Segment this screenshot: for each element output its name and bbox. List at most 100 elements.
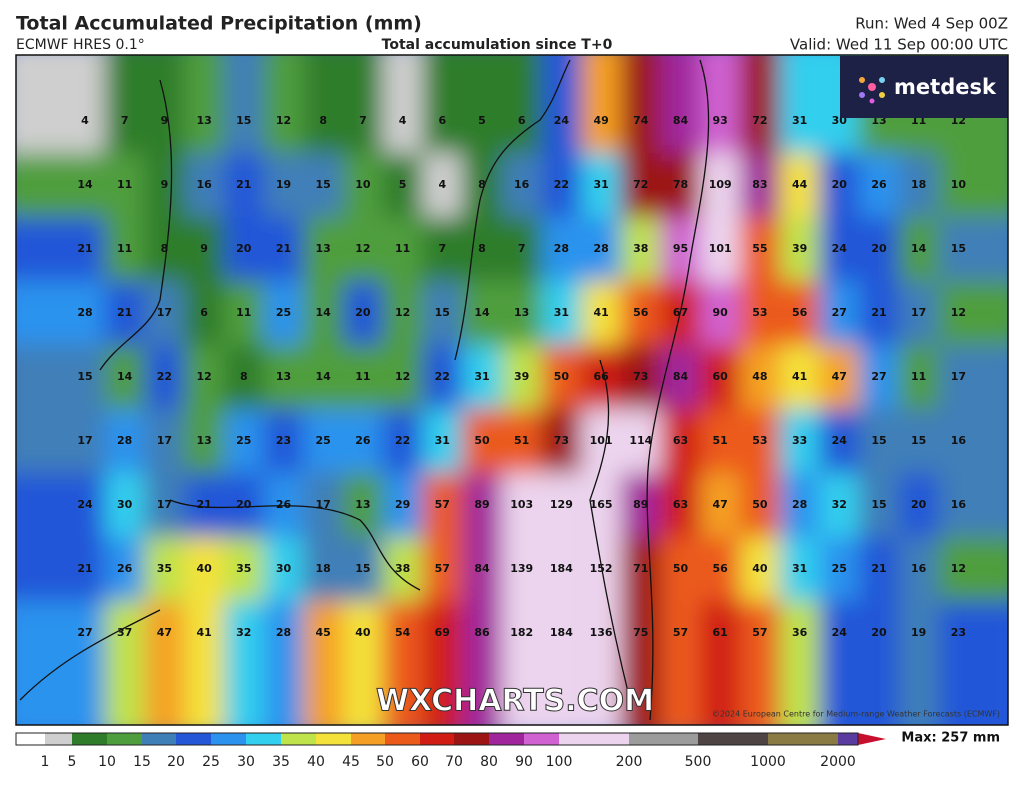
grid-value: 21 [196,498,211,511]
precip-cell [104,601,145,725]
colorbar-segment [316,733,351,745]
precip-cell [938,409,1008,473]
precip-cell [898,409,939,473]
precip-cell [184,153,224,217]
grid-value: 136 [590,626,613,639]
colorbar-label: 1000 [750,754,786,770]
precip-cell [263,153,304,217]
colorbar-label: 50 [376,754,394,770]
grid-value: 39 [514,370,529,383]
grid-value: 36 [792,626,808,639]
precip-cell [462,409,502,473]
precip-cell [740,55,780,153]
colorbar-segment [45,733,72,745]
precip-cell [898,601,939,725]
grid-value: 165 [590,498,613,511]
coastline [454,59,571,361]
precip-cell [700,409,741,473]
precip-cell [700,345,741,409]
colorbar-segment [211,733,246,745]
grid-value: 29 [395,498,410,511]
grid-value: 47 [713,498,728,511]
precip-field [16,55,1008,725]
grid-value: 18 [911,178,926,191]
precip-cell [462,601,502,725]
grid-value: 72 [752,114,767,127]
grid-value: 11 [911,370,926,383]
grid-value: 24 [832,434,848,447]
precip-cell [859,601,899,725]
grid-value: 12 [355,242,370,255]
precip-cell [184,281,224,345]
grid-value: 11 [236,306,251,319]
grid-value: 21 [871,306,886,319]
grid-value: 12 [276,114,291,127]
precip-cell [501,55,542,153]
precip-cell [740,217,780,281]
colorbar-label: 45 [342,754,360,770]
precip-cell [501,153,542,217]
precip-cell [541,537,582,601]
colorbar-segment [559,733,629,745]
precip-cell [343,153,383,217]
grid-value: 50 [554,370,570,383]
precip-cell [779,473,820,537]
grid-value: 24 [77,498,93,511]
precip-cell [859,537,899,601]
precip-cell [303,409,344,473]
precip-cell [462,217,502,281]
grid-value: 16 [951,498,967,511]
colorbar-label: 15 [133,754,151,770]
precip-cell [740,345,780,409]
grid-value: 10 [951,178,967,191]
precip-cell [779,409,820,473]
grid-value: 73 [554,434,569,447]
precip-cell [620,473,661,537]
grid-value: 28 [117,434,132,447]
grid-value: 14 [911,242,927,255]
precip-cell [620,537,661,601]
precip-cell [700,601,741,725]
grid-value: 21 [117,306,132,319]
precip-cell [382,537,423,601]
grid-value: 27 [871,370,886,383]
precip-cell [223,537,264,601]
grid-value: 33 [792,434,807,447]
precip-cell [660,55,701,153]
precip-cell [104,55,145,153]
precip-cell [104,537,145,601]
precip-cell [620,55,661,153]
precip-cell [343,281,383,345]
grid-value: 28 [593,242,608,255]
precip-cell [819,217,860,281]
precip-cell [16,537,105,601]
grid-value: 14 [77,178,93,191]
grid-value: 86 [474,626,490,639]
precip-cell [501,409,542,473]
precip-cell [343,409,383,473]
precip-cell [184,537,224,601]
grid-value: 13 [276,370,291,383]
grid-value: 16 [196,178,212,191]
grid-value: 22 [554,178,569,191]
precip-cell [422,473,463,537]
grid-value: 7 [121,114,129,127]
grid-value: 53 [752,434,767,447]
precip-cell [422,281,463,345]
precip-cell [859,409,899,473]
grid-value: 21 [236,178,251,191]
grid-value: 20 [355,306,371,319]
grid-value: 89 [474,498,489,511]
precip-cell [382,409,423,473]
precip-cell [620,409,661,473]
precip-cell [462,281,502,345]
grid-value: 27 [77,626,92,639]
precip-cell [819,601,860,725]
grid-value: 83 [752,178,767,191]
precip-cell [541,409,582,473]
precip-cell [144,55,185,153]
grid-value: 44 [792,178,808,191]
model: ECMWF HRES 0.1° [16,37,145,53]
precip-cell [303,281,344,345]
